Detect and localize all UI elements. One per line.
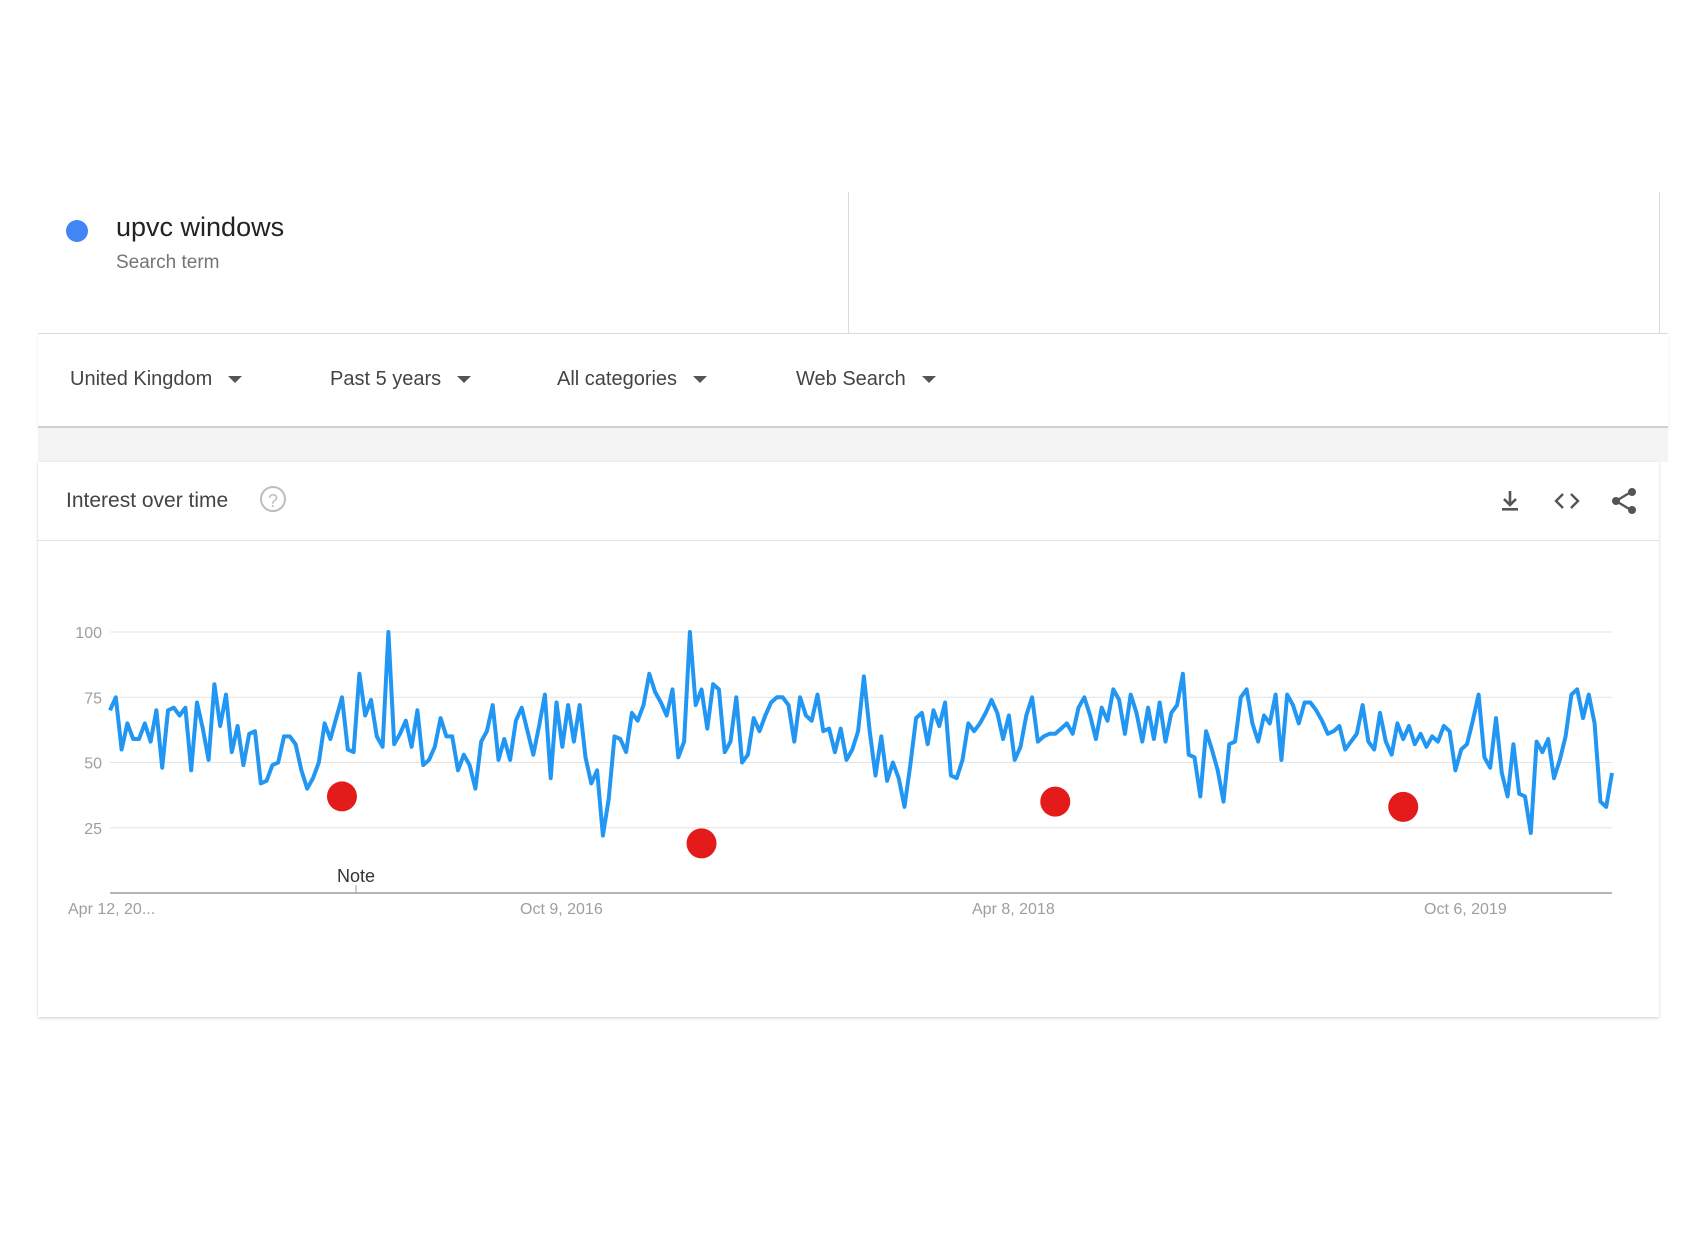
search-term-name[interactable]: upvc windows (116, 212, 285, 242)
search-term-type: Search term (116, 252, 220, 273)
chevron-down-icon (693, 376, 708, 383)
embed-code-icon[interactable] (1550, 484, 1584, 518)
region-label: United Kingdom (70, 368, 213, 390)
search-property-label: Web Search (796, 368, 906, 390)
chevron-down-icon (228, 376, 243, 383)
section-separator (38, 428, 1668, 462)
search-term-panel: upvc windows Search term (38, 192, 1668, 334)
share-icon[interactable] (1607, 484, 1641, 518)
time-range-dropdown[interactable]: Past 5 years (330, 368, 472, 391)
panel-right-edge (1659, 192, 1660, 334)
card-title: Interest over time (66, 489, 229, 512)
card-header: Interest over time ? (38, 462, 1659, 541)
panel-bottom-border (38, 333, 1668, 334)
series-color-dot (66, 220, 88, 242)
help-circle-icon[interactable]: ? (260, 486, 286, 512)
panel-divider (848, 192, 849, 334)
interest-over-time-card: Interest over time ? (38, 462, 1659, 1017)
filter-bar: United Kingdom Past 5 years All categori… (38, 334, 1668, 428)
chevron-down-icon (457, 376, 472, 383)
download-icon[interactable] (1493, 484, 1527, 518)
region-dropdown[interactable]: United Kingdom (70, 368, 243, 391)
category-dropdown[interactable]: All categories (557, 368, 708, 391)
search-property-dropdown[interactable]: Web Search (796, 368, 936, 391)
chevron-down-icon (921, 376, 936, 383)
category-label: All categories (557, 368, 678, 390)
time-range-label: Past 5 years (330, 368, 442, 390)
